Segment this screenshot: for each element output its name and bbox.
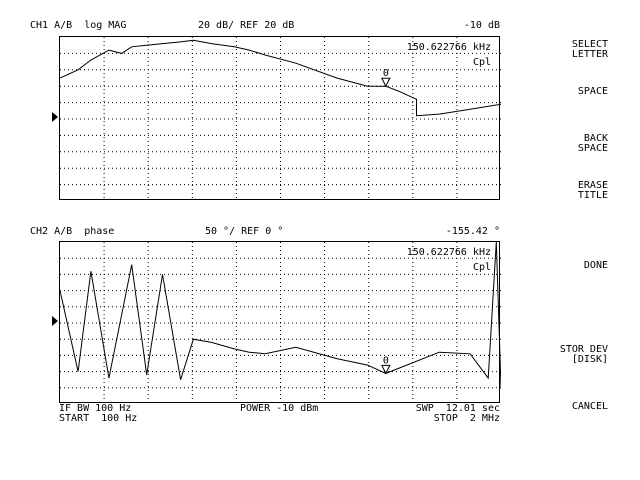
ch1-header-label: CH1 A/B log MAG [30, 20, 126, 32]
softkey-store-device[interactable]: STOR DEV [DISK] [559, 344, 608, 365]
ch2-label: CH2 [30, 226, 49, 237]
ch2-param: A/B [54, 226, 73, 237]
ch1-plot[interactable]: 0 150.622766 kHz Cpl [59, 36, 501, 201]
ch2-graticule: 0 [60, 242, 501, 404]
ch1-coupled-indicator: Cpl [472, 57, 491, 68]
marker-number-label: 0 [383, 68, 389, 79]
softkey-space[interactable]: SPACE [577, 86, 608, 97]
softkey-back-space[interactable]: BACK SPACE [577, 133, 608, 154]
start-frequency: START 100 Hz [59, 413, 138, 424]
ch2-coupled-indicator: Cpl [472, 262, 491, 273]
ch2-reference-arrow [52, 316, 58, 326]
ch2-marker-frequency: 150.622766 kHz [406, 247, 491, 258]
if-bandwidth: IF BW 100 Hz [59, 403, 132, 414]
ch2-scale: 50 °/ REF 0 ° [205, 226, 284, 237]
ch1-reference-arrow [52, 112, 58, 122]
softkey-menu: SELECT LETTER SPACE BACK SPACE ERASE TIT… [510, 0, 640, 480]
trace-line [60, 39, 501, 117]
ch1-label: CH1 [30, 20, 49, 31]
softkey-cancel[interactable]: CANCEL [571, 401, 608, 412]
ch2-format: phase [84, 226, 115, 237]
stop-frequency: STOP 2 MHz [433, 413, 500, 424]
softkey-done[interactable]: DONE [583, 260, 608, 271]
ch1-format: log MAG [84, 20, 127, 31]
marker-number-label: 0 [383, 355, 389, 366]
ch1-marker-value: -10 dB [463, 20, 500, 31]
power-level: POWER -10 dBm [240, 403, 319, 414]
sweep-time: SWP 12.01 sec [415, 403, 500, 414]
ch1-graticule: 0 [60, 37, 501, 201]
marker-triangle-icon [381, 77, 391, 88]
marker-triangle-icon [381, 364, 391, 375]
ch1-param: A/B [54, 20, 73, 31]
trace-line [60, 242, 501, 388]
ch1-marker-frequency: 150.622766 kHz [406, 42, 491, 53]
ch1-scale: 20 dB/ REF 20 dB [198, 20, 295, 31]
ch2-marker-value: -155.42 ° [445, 226, 500, 237]
softkey-erase-title[interactable]: ERASE TITLE [577, 180, 608, 201]
softkey-select-letter[interactable]: SELECT LETTER [571, 39, 608, 60]
ch2-plot[interactable]: 0 150.622766 kHz Cpl [59, 241, 501, 404]
ch2-header-label: CH2 A/B phase [30, 226, 114, 238]
